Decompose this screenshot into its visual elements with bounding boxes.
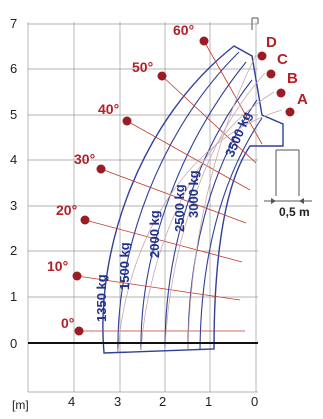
extension-label-c: C — [277, 51, 288, 68]
extension-dot — [276, 88, 286, 98]
load-label-2500: 2500 kg — [172, 184, 187, 232]
angle-line — [100, 168, 247, 224]
angle-line — [161, 75, 257, 164]
load-zones — [102, 45, 284, 354]
load-label-2000: 2000 kg — [147, 210, 162, 258]
x-tick-4: 4 — [68, 394, 75, 409]
angle-line — [76, 275, 241, 301]
load-zone-curve — [140, 61, 247, 351]
angle-dot — [72, 271, 82, 281]
load-zone-curve — [199, 117, 263, 350]
angle-dot — [157, 71, 167, 81]
extension-dot — [266, 69, 276, 79]
extension-label-d: D — [266, 34, 277, 51]
extension-label-a: A — [297, 91, 308, 108]
angle-dot — [122, 116, 132, 126]
scale-label: 0,5 m — [279, 205, 310, 219]
extension-dot — [257, 51, 267, 61]
load-label-3000: 3000 kg — [186, 170, 201, 218]
angle-dot — [199, 36, 209, 46]
y-tick-2: 2 — [10, 243, 17, 258]
angle-label-10: 10° — [47, 258, 68, 274]
load-label-1350: 1350 kg — [94, 274, 109, 322]
angle-line — [126, 120, 251, 191]
y-tick-5: 5 — [10, 107, 17, 122]
envelope — [102, 45, 284, 354]
extension-arc — [117, 109, 283, 353]
y-tick-6: 6 — [10, 61, 17, 76]
extension-dot — [285, 107, 295, 117]
load-label-1500: 1500 kg — [117, 242, 132, 290]
angle-dot — [74, 326, 84, 336]
extension-arc — [187, 54, 257, 350]
angle-label-20: 20° — [56, 202, 77, 218]
y-tick-1: 1 — [10, 289, 17, 304]
angle-label-30: 30° — [74, 151, 95, 167]
scale-bar: 0,5 m — [251, 17, 312, 219]
angle-label-40: 40° — [98, 101, 119, 117]
x-unit-label: [m] — [12, 398, 29, 412]
y-tick-0: 0 — [10, 336, 17, 351]
angle-label-50: 50° — [132, 59, 153, 75]
extension-label-b: B — [287, 70, 298, 87]
load-zone-curve — [164, 79, 253, 350]
x-tick-3: 3 — [114, 394, 121, 409]
x-axis: [m] 4 3 2 1 0 — [12, 394, 258, 412]
y-tick-3: 3 — [10, 198, 17, 213]
angle-lines — [72, 36, 295, 353]
y-tick-7: 7 — [10, 16, 17, 31]
extension-labels: A B C D — [266, 34, 308, 108]
load-zone-curve — [117, 51, 240, 353]
x-tick-1: 1 — [205, 394, 212, 409]
angle-label-0: 0° — [61, 315, 74, 331]
x-tick-0: 0 — [251, 394, 258, 409]
y-axis: 0 1 2 3 4 5 6 7 — [10, 16, 17, 351]
y-tick-4: 4 — [10, 152, 17, 167]
x-tick-2: 2 — [159, 394, 166, 409]
angle-line — [203, 40, 263, 145]
angle-label-60: 60° — [173, 22, 194, 38]
angle-labels: 0° 10° 20° 30° 40° 50° 60° — [47, 22, 194, 331]
angle-dot — [96, 164, 106, 174]
angle-dot — [80, 215, 90, 225]
extension-arc — [140, 91, 275, 351]
extension-arc — [164, 72, 266, 350]
